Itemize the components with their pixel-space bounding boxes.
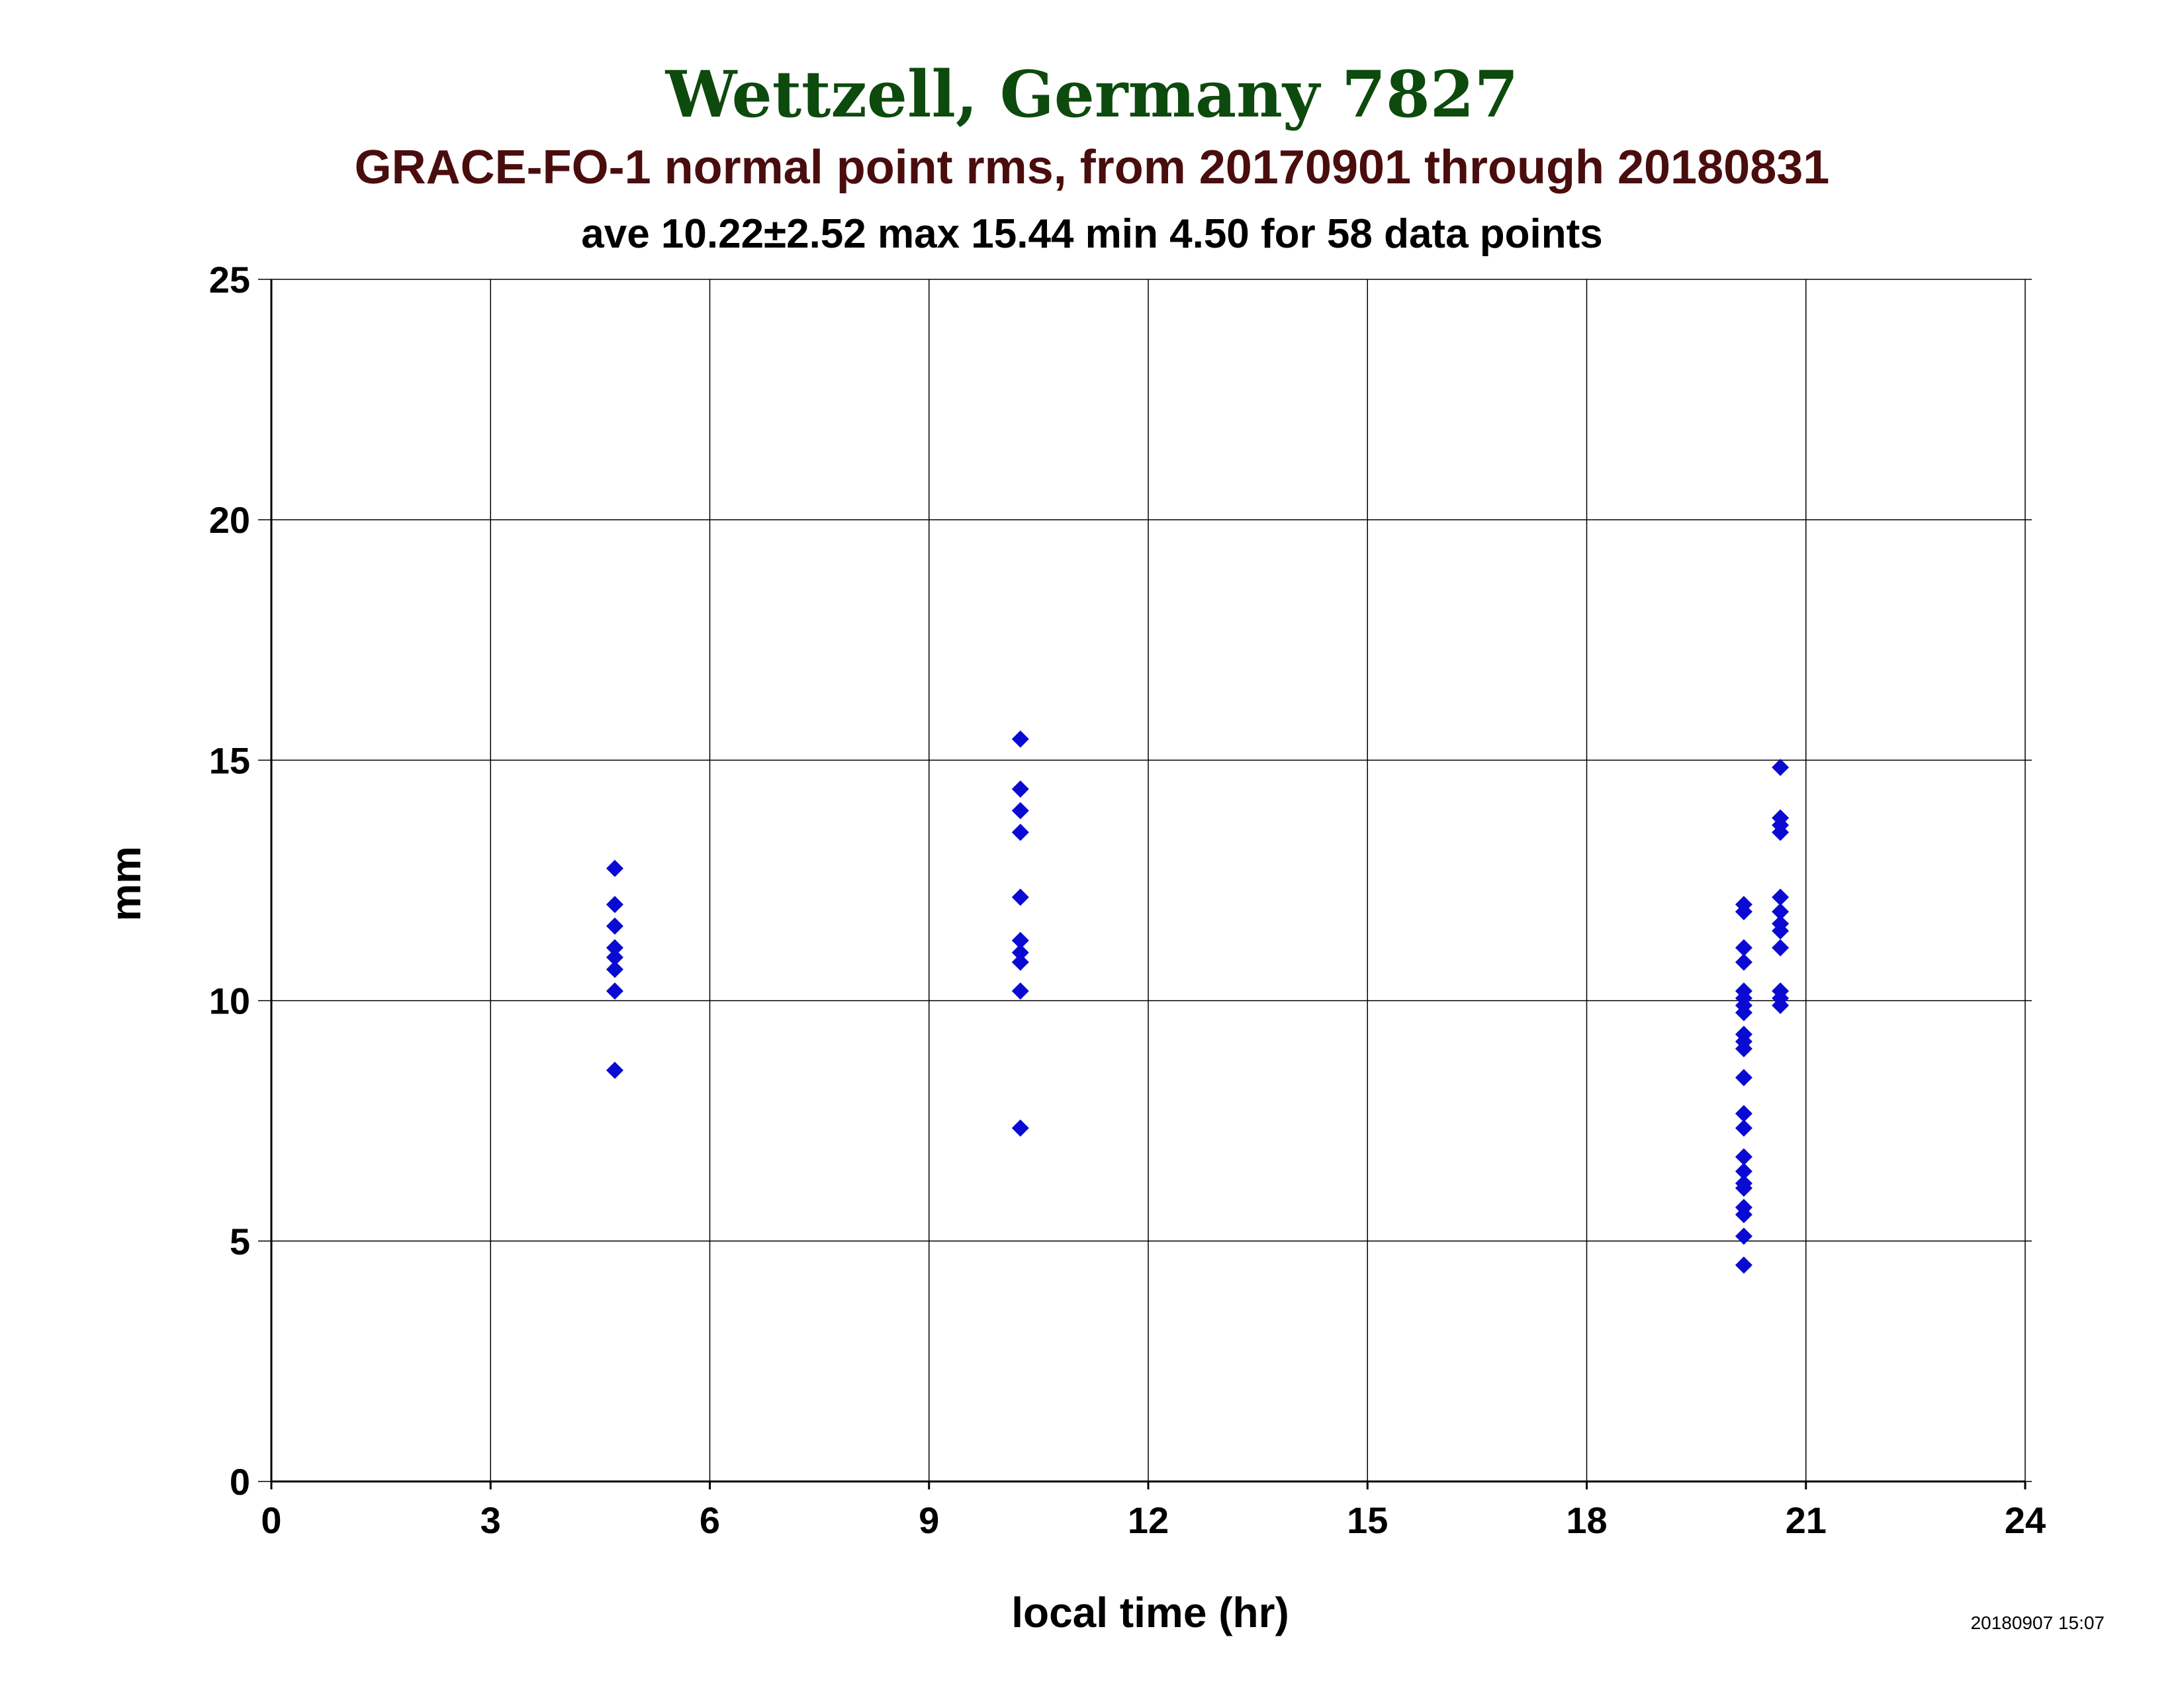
y-axis-label: mm bbox=[102, 846, 150, 921]
data-point bbox=[606, 939, 623, 957]
data-points bbox=[606, 730, 1790, 1274]
data-point bbox=[1772, 903, 1790, 921]
grid-layer bbox=[258, 279, 2032, 1489]
data-point bbox=[1011, 943, 1029, 961]
x-tick-label: 24 bbox=[2005, 1499, 2046, 1541]
station-title: Wettzell, Germany 7827 bbox=[665, 57, 1519, 132]
data-point bbox=[1772, 888, 1790, 906]
data-point bbox=[1735, 1256, 1752, 1274]
data-point bbox=[1011, 730, 1029, 748]
data-point bbox=[1735, 939, 1752, 957]
x-tick-label: 21 bbox=[1786, 1499, 1827, 1541]
data-point bbox=[1772, 996, 1790, 1014]
data-point bbox=[1735, 903, 1752, 921]
data-point bbox=[606, 917, 623, 935]
data-point bbox=[1772, 939, 1790, 957]
data-point bbox=[1735, 1068, 1752, 1086]
y-tick-label: 20 bbox=[209, 499, 250, 541]
y-tick-label: 5 bbox=[230, 1221, 250, 1262]
stats-summary: ave 10.22±2.52 max 15.44 min 4.50 for 58… bbox=[581, 211, 1603, 257]
data-point bbox=[1735, 953, 1752, 971]
data-point bbox=[606, 961, 623, 978]
data-point bbox=[1772, 922, 1790, 940]
data-point bbox=[1011, 982, 1029, 1000]
data-point bbox=[606, 896, 623, 914]
data-point bbox=[1735, 1205, 1752, 1223]
x-tick-label: 12 bbox=[1128, 1499, 1169, 1541]
x-tick-label: 3 bbox=[480, 1499, 501, 1541]
data-point bbox=[1735, 1148, 1752, 1166]
data-point bbox=[1011, 953, 1029, 971]
chart-subtitle: GRACE-FO-1 normal point rms, from 201709… bbox=[354, 141, 1830, 194]
data-point bbox=[606, 1061, 623, 1079]
data-point bbox=[1011, 802, 1029, 820]
data-point bbox=[1011, 931, 1029, 949]
y-tick-label: 10 bbox=[209, 980, 250, 1022]
data-point bbox=[1735, 1162, 1752, 1180]
data-point bbox=[1772, 823, 1790, 841]
data-point bbox=[606, 949, 623, 966]
x-axis-label: local time (hr) bbox=[1011, 1589, 1289, 1636]
data-point bbox=[1735, 1105, 1752, 1123]
y-tick-label: 25 bbox=[209, 259, 250, 301]
y-tick-label: 0 bbox=[230, 1461, 250, 1503]
x-tick-label: 9 bbox=[919, 1499, 939, 1541]
data-point bbox=[1011, 823, 1029, 841]
data-point bbox=[1772, 759, 1790, 776]
x-tick-label: 6 bbox=[700, 1499, 720, 1541]
data-point bbox=[1011, 1119, 1029, 1137]
generated-timestamp: 20180907 15:07 bbox=[1970, 1613, 2105, 1633]
x-tick-label: 0 bbox=[261, 1499, 281, 1541]
data-point bbox=[1735, 1004, 1752, 1021]
data-point bbox=[1735, 1119, 1752, 1137]
y-tick-label: 15 bbox=[209, 739, 250, 781]
data-point bbox=[1011, 780, 1029, 798]
tick-labels: 0 3 6 9 12 15 18 21 24 0 5 10 15 20 25 bbox=[209, 259, 2046, 1541]
x-tick-label: 18 bbox=[1566, 1499, 1607, 1541]
data-point bbox=[606, 859, 623, 877]
x-tick-label: 15 bbox=[1347, 1499, 1388, 1541]
data-point bbox=[1735, 1179, 1752, 1197]
data-point bbox=[1735, 1227, 1752, 1245]
data-point bbox=[1011, 888, 1029, 906]
data-point bbox=[606, 982, 623, 1000]
data-point bbox=[1735, 1040, 1752, 1058]
